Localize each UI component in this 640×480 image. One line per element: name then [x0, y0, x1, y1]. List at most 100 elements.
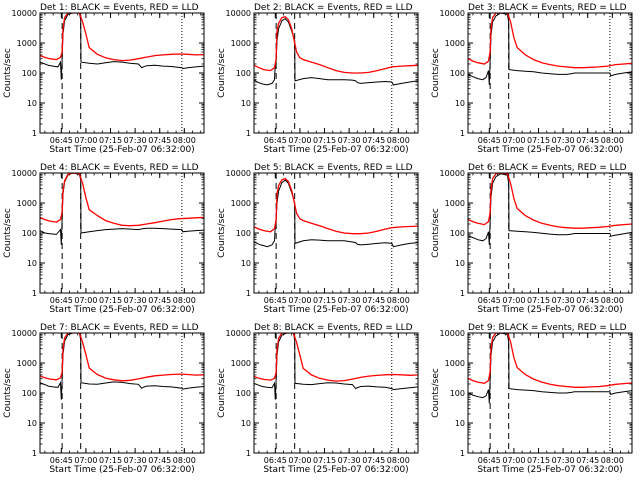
- series-lld-line: [254, 333, 418, 382]
- x-tick-label: 07:30: [552, 296, 575, 305]
- y-tick-label: 1000: [17, 199, 37, 208]
- x-tick-label: 07:15: [313, 136, 336, 145]
- panel-4: Det 4: BLACK = Events, RED = LLD Counts/s…: [3, 163, 205, 315]
- x-axis-label: Start Time (25-Feb-07 06:32:00): [49, 305, 194, 315]
- y-tick-label: 100: [450, 69, 465, 78]
- x-tick-label: 07:15: [99, 456, 122, 465]
- x-tick-label: 07:00: [502, 296, 525, 305]
- y-tick-label: 100: [236, 389, 251, 398]
- plot-frame: [39, 12, 205, 134]
- x-axis-label: Start Time (25-Feb-07 06:32:00): [49, 145, 194, 155]
- plot-frame: [467, 332, 633, 454]
- x-tick-label: 07:00: [288, 136, 311, 145]
- x-tick-label: 07:45: [576, 136, 599, 145]
- y-tick-label: 1000: [445, 39, 465, 48]
- y-tick-label: 10: [455, 259, 465, 268]
- x-tick-label: 08:00: [601, 136, 624, 145]
- x-axis-label: Start Time (25-Feb-07 06:32:00): [263, 465, 408, 475]
- plot-frame: [253, 12, 419, 134]
- panel-3: Det 3: BLACK = Events, RED = LLD Counts/s…: [431, 3, 633, 155]
- x-axis-label: Start Time (25-Feb-07 06:32:00): [477, 145, 622, 155]
- x-tick-label: 07:15: [313, 296, 336, 305]
- x-tick-label: 07:45: [148, 456, 171, 465]
- x-tick-label: 07:30: [338, 136, 361, 145]
- plot-frame: [39, 332, 205, 454]
- x-tick-label: 07:45: [362, 136, 385, 145]
- x-tick-label: 07:30: [338, 296, 361, 305]
- y-axis-label: Counts/sec: [3, 368, 13, 418]
- y-tick-label: 1: [246, 449, 251, 458]
- panel-title: Det 5: BLACK = Events, RED = LLD: [254, 163, 413, 173]
- y-tick-label: 10000: [440, 329, 465, 338]
- x-tick-label: 08:00: [601, 296, 624, 305]
- x-tick-label: 07:30: [552, 136, 575, 145]
- panel-title: Det 1: BLACK = Events, RED = LLD: [40, 3, 199, 13]
- y-axis-label: Counts/sec: [431, 208, 441, 258]
- series-lld-line: [254, 15, 418, 74]
- x-tick-label: 08:00: [173, 136, 196, 145]
- y-tick-label: 10: [27, 419, 37, 428]
- y-tick-label: 10: [27, 99, 37, 108]
- x-tick-label: 08:00: [387, 296, 410, 305]
- y-tick-label: 1: [460, 449, 465, 458]
- y-tick-label: 1: [246, 129, 251, 138]
- panel-title: Det 2: BLACK = Events, RED = LLD: [254, 3, 413, 13]
- panel-title: Det 7: BLACK = Events, RED = LLD: [40, 323, 199, 333]
- panel-title: Det 3: BLACK = Events, RED = LLD: [468, 3, 627, 13]
- series-events-line: [254, 333, 418, 400]
- series-events-line: [468, 13, 632, 85]
- x-tick-label: 06:45: [264, 296, 287, 305]
- x-tick-label: 07:00: [502, 136, 525, 145]
- x-tick-label: 08:00: [387, 136, 410, 145]
- series-events-line: [254, 17, 418, 86]
- panel-9: Det 9: BLACK = Events, RED = LLD Counts/s…: [431, 323, 633, 475]
- series-lld-line: [40, 333, 204, 382]
- x-tick-label: 06:45: [50, 296, 73, 305]
- y-tick-label: 10000: [12, 169, 37, 178]
- plot-frame: [39, 172, 205, 294]
- series-events-line: [40, 173, 204, 245]
- series-events-line: [254, 179, 418, 248]
- panel-title: Det 4: BLACK = Events, RED = LLD: [40, 163, 199, 173]
- y-tick-label: 100: [22, 69, 37, 78]
- x-tick-label: 07:15: [313, 456, 336, 465]
- series-lld-line: [468, 333, 632, 388]
- panel-6: Det 6: BLACK = Events, RED = LLD Counts/s…: [431, 163, 633, 315]
- y-tick-label: 1: [32, 129, 37, 138]
- x-tick-label: 07:30: [552, 456, 575, 465]
- x-tick-label: 07:45: [576, 296, 599, 305]
- series-lld-line: [468, 173, 632, 229]
- y-tick-label: 10: [455, 99, 465, 108]
- series-lld-line: [40, 173, 204, 227]
- y-axis-label: Counts/sec: [217, 368, 227, 418]
- x-tick-label: 06:45: [478, 456, 501, 465]
- y-tick-label: 10000: [12, 329, 37, 338]
- x-tick-label: 08:00: [387, 456, 410, 465]
- plot-frame: [253, 332, 419, 454]
- y-tick-label: 1: [246, 289, 251, 298]
- x-tick-label: 06:45: [264, 456, 287, 465]
- y-axis-label: Counts/sec: [431, 48, 441, 98]
- series-lld-line: [254, 177, 418, 235]
- x-tick-label: 07:00: [74, 296, 97, 305]
- y-axis-label: Counts/sec: [3, 48, 13, 98]
- x-tick-label: 06:45: [478, 296, 501, 305]
- x-tick-label: 07:45: [148, 296, 171, 305]
- series-events-line: [468, 173, 632, 245]
- x-tick-label: 06:45: [50, 136, 73, 145]
- panel-title: Det 9: BLACK = Events, RED = LLD: [468, 323, 627, 333]
- x-tick-label: 06:45: [50, 456, 73, 465]
- x-tick-label: 07:30: [124, 456, 147, 465]
- plot-frame: [467, 172, 633, 294]
- y-tick-label: 100: [22, 389, 37, 398]
- x-tick-label: 07:30: [124, 136, 147, 145]
- series-events-line: [40, 333, 204, 400]
- x-tick-label: 07:00: [74, 456, 97, 465]
- y-tick-label: 10000: [12, 9, 37, 18]
- y-tick-label: 100: [450, 389, 465, 398]
- y-axis-label: Counts/sec: [217, 208, 227, 258]
- series-lld-line: [468, 13, 632, 69]
- panel-1: Det 1: BLACK = Events, RED = LLD Counts/s…: [3, 3, 205, 155]
- y-tick-label: 10: [27, 259, 37, 268]
- y-tick-label: 1000: [231, 359, 251, 368]
